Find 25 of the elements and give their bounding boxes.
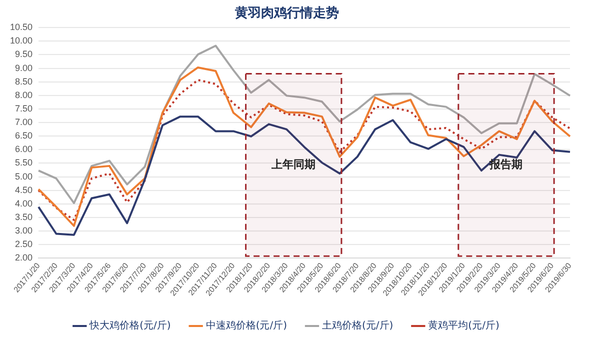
y-tick-label: 6.50 bbox=[14, 130, 33, 141]
y-tick-label: 3.00 bbox=[14, 226, 33, 236]
y-tick-label: 9.50 bbox=[14, 49, 33, 60]
y-tick-label: 4.00 bbox=[14, 198, 33, 208]
y-tick-label: 7.00 bbox=[14, 117, 33, 128]
y-tick-label: 6.00 bbox=[14, 144, 33, 154]
y-tick-label: 10.50 bbox=[10, 22, 33, 32]
y-tick-label: 3.50 bbox=[14, 212, 33, 222]
legend-label: 黄鸡平均(元/斤) bbox=[428, 320, 500, 332]
y-tick-label: 7.50 bbox=[14, 103, 33, 114]
legend-label: 土鸡价格(元/斤) bbox=[322, 320, 394, 332]
y-tick-label: 10.00 bbox=[10, 36, 33, 46]
legend-label: 快大鸡价格(元/斤) bbox=[88, 320, 171, 332]
y-tick-label: 5.00 bbox=[14, 171, 33, 182]
y-tick-label: 8.00 bbox=[14, 90, 33, 100]
y-tick-label: 9.00 bbox=[14, 62, 33, 73]
y-tick-label: 2.00 bbox=[14, 252, 33, 263]
y-tick-label: 4.50 bbox=[14, 184, 33, 195]
band-label: 上年同期 bbox=[270, 158, 316, 171]
y-tick-label: 5.50 bbox=[14, 158, 33, 168]
y-tick-label: 2.50 bbox=[14, 239, 33, 250]
legend-label: 中速鸡价格(元/斤) bbox=[206, 320, 288, 332]
band-label: 报告期 bbox=[488, 158, 523, 171]
y-tick-label: 8.50 bbox=[14, 76, 33, 86]
chart-title: 黄羽肉鸡行情走势 bbox=[234, 5, 339, 22]
